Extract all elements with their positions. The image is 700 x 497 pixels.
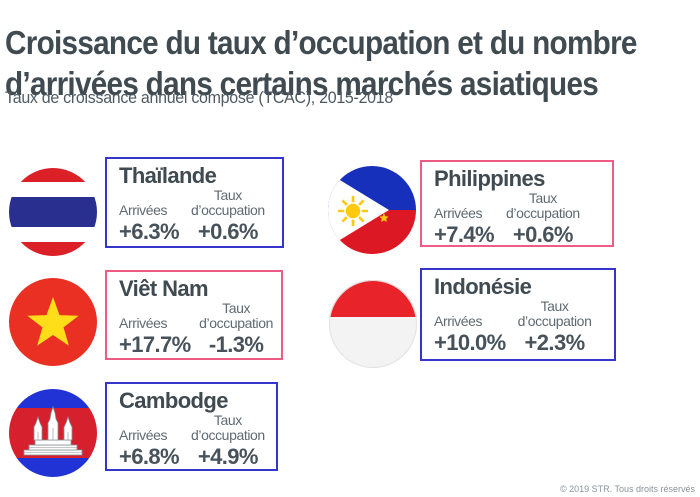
occupancy-label: Taux d’occupation	[517, 298, 592, 329]
vietnam-flag-icon	[8, 277, 98, 367]
arrivals-value: +6.3%	[119, 219, 180, 244]
occupancy-label: Taux d’occupation	[191, 187, 265, 218]
arrivals-label: Arrivées	[119, 202, 168, 218]
country-card-cambodia: Cambodge Arrivées Taux d’occupation +6.8…	[105, 382, 278, 471]
country-card-philippines: Philippines Arrivées Taux d’occupation +…	[420, 160, 614, 247]
occupancy-value: -1.3%	[208, 332, 264, 357]
country-card-vietnam: Viêt Nam Arrivées Taux d’occupation +17.…	[105, 270, 283, 360]
title-line-2: d’arrivées dans certains marchés asiatiq…	[5, 65, 599, 103]
occupancy-label: Taux d’occupation	[506, 190, 580, 221]
country-name: Cambodge	[119, 388, 228, 413]
thailand-flag-icon	[8, 167, 98, 257]
arrivals-label: Arrivées	[434, 205, 483, 221]
country-name: Thaïlande	[119, 163, 217, 188]
occupancy-value: +0.6%	[197, 219, 259, 244]
occupancy-label: Taux d’occupation	[199, 300, 273, 331]
copyright-notice: © 2019 STR. Tous droits réservés	[559, 484, 695, 494]
country-name: Indonésie	[434, 274, 532, 299]
page-subtitle: Taux de croissance annuel composé (TCAC)…	[5, 88, 393, 107]
indonesia-flag-icon	[328, 279, 418, 369]
occupancy-value: +4.9%	[197, 444, 259, 469]
occupancy-label: Taux d’occupation	[191, 412, 265, 443]
country-name: Philippines	[434, 166, 545, 191]
arrivals-label: Arrivées	[119, 315, 168, 331]
philippines-flag-icon	[327, 165, 417, 255]
cambodia-flag-icon	[8, 388, 98, 478]
occupancy-value: +2.3%	[524, 330, 586, 355]
arrivals-value: +17.7%	[119, 332, 191, 357]
page-title: Croissance du taux d’occupation et du no…	[5, 22, 700, 104]
title-line-1: Croissance du taux d’occupation et du no…	[5, 24, 637, 62]
country-name: Viêt Nam	[119, 276, 209, 301]
arrivals-label: Arrivées	[434, 313, 483, 329]
arrivals-value: +7.4%	[434, 222, 495, 247]
country-card-indonesia: Indonésie Arrivées Taux d’occupation +10…	[420, 268, 616, 361]
arrivals-label: Arrivées	[119, 427, 168, 443]
country-card-thailand: Thaïlande Arrivées Taux d’occupation +6.…	[105, 157, 284, 248]
occupancy-value: +0.6%	[512, 222, 574, 247]
arrivals-value: +10.0%	[434, 330, 506, 355]
arrivals-value: +6.8%	[119, 444, 180, 469]
